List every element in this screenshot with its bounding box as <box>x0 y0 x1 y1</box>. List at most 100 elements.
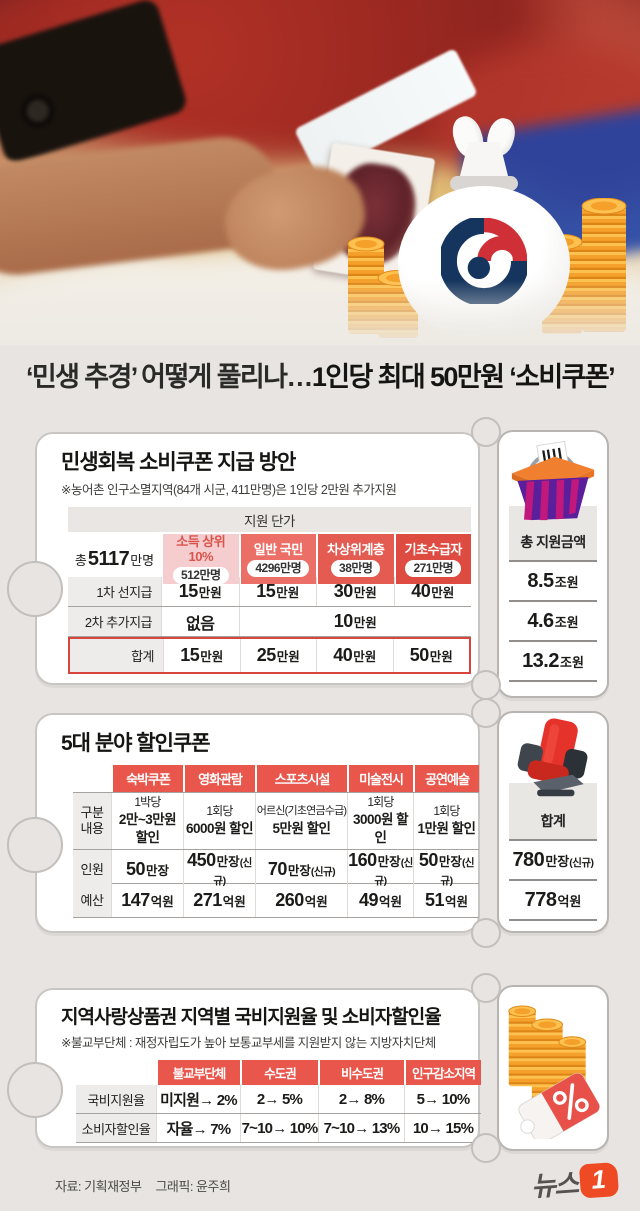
table-cell: 2→ 5% <box>240 1085 318 1113</box>
ticket-notch <box>471 417 501 447</box>
stub-value-row: 780만장(신규) <box>509 841 597 881</box>
card-title: 5대 분야 할인쿠폰 <box>61 732 211 755</box>
table-cell: 미지원→ 2% <box>156 1085 240 1113</box>
column-header: 스포츠시설 <box>255 765 347 792</box>
cell-num: 160 <box>348 850 377 870</box>
column-header: 불교부단체 <box>156 1060 240 1085</box>
stub-num: 8.5 <box>527 569 554 592</box>
stub-unit: 만장 <box>545 853 570 869</box>
cell-num: 50 <box>418 850 439 870</box>
table-cell: 2→ 8% <box>318 1085 404 1113</box>
cell-unit: 억원 <box>379 895 403 909</box>
detail-line1: 1회당 <box>433 804 460 818</box>
table-cell: 30만원 <box>316 577 394 606</box>
cell-extra: (신규) <box>374 857 413 887</box>
table-cell: 15만원 <box>163 639 240 672</box>
news1-logo: 뉴스 1 <box>530 1159 620 1204</box>
payment-table: 지원 단가 총 5117 만명 소득 상위 10% 512만명 일반 국민 4296… <box>68 507 471 674</box>
table-cell: 7~10→ 13% <box>318 1114 404 1142</box>
column-header: 미술전시 <box>347 765 413 792</box>
stub-unit: 조원 <box>554 614 579 630</box>
cell-unit: 만원 <box>353 586 377 600</box>
cell-value: 7~10→ 10% <box>241 1119 319 1137</box>
table-cell: 없음 <box>161 607 239 636</box>
row-label: 1차 선지급 <box>68 577 161 606</box>
stub-value-row: 8.5조원 <box>509 562 597 602</box>
shopping-basket-icon <box>511 440 595 521</box>
table-cell: 50만장(신규) <box>413 850 479 889</box>
headline: ‘민생 추경’ 어떻게 풀리나…1인당 최대 50만원 ‘소비쿠폰’ <box>0 360 640 394</box>
row-label: 2차 추가지급 <box>68 607 161 636</box>
column-header: 영화관람 <box>183 765 255 792</box>
local-voucher-ticket: 지역사랑상품권 지역별 국비지원율 및 소비자할인율 ※불교부단체 : 재정자립… <box>0 973 640 1163</box>
cell-num: 50 <box>125 859 146 879</box>
cell-extra: (신규) <box>310 866 336 878</box>
ticket-stub-sum: 합계 780만장(신규) 778억원 <box>497 711 609 933</box>
ticket-stub-icon-only <box>497 985 609 1151</box>
table-row-budget: 예산 147억원 271억원 260억원 49억원 51억원 <box>73 884 479 918</box>
column-header: 비수도권 <box>318 1060 404 1085</box>
detail-line2: 3000원 할인 <box>352 812 409 845</box>
stub-unit: 조원 <box>560 654 584 670</box>
cell-num: 30 <box>333 581 354 601</box>
ticket-notch <box>471 1133 501 1163</box>
column-name: 차상위계층 <box>327 541 385 557</box>
cell-extra: (신규) <box>213 857 252 887</box>
ticket-notch <box>471 698 501 728</box>
discount-coupon-ticket: 5대 분야 할인쿠폰 숙박쿠폰 영화관람 스포츠시설 미술전시 공연예술 구분 내… <box>0 698 640 948</box>
column-count-badge: 271만명 <box>405 559 462 577</box>
cell-unit: 만장 <box>216 855 240 869</box>
cell-value: 2→ 8% <box>338 1090 385 1108</box>
card-note: ※불교부단체 : 재정자립도가 높아 보통교부세를 지원받지 않는 지방자치단체 <box>61 1036 436 1050</box>
cell-num: 15 <box>178 581 199 601</box>
table-cell: 1회당 3000원 할인 <box>347 793 413 849</box>
column-header: 기초수급자 271만명 <box>393 534 471 584</box>
cell-num: 50 <box>409 645 430 665</box>
local-voucher-card: 지역사랑상품권 지역별 국비지원율 및 소비자할인율 ※불교부단체 : 재정자립… <box>35 988 481 1148</box>
coupon-payment-plan-ticket: 민생회복 소비쿠폰 지급 방안 ※농어촌 인구소멸지역(84개 시군, 411만… <box>0 417 640 700</box>
stub-unit: 조원 <box>554 574 579 590</box>
ticket-notch <box>7 561 63 617</box>
ticket-notch <box>471 918 501 948</box>
table-row-first-payment: 1차 선지급 15만원 15만원 30만원 40만원 <box>68 577 471 607</box>
table-cell-merged: 10만원 <box>238 607 472 636</box>
detail-line2: 6000원 할인 <box>185 821 254 836</box>
cell-unit: 만원 <box>276 650 300 664</box>
card-note: ※농어촌 인구소멸지역(84개 시군, 411만명)은 1인당 2만원 추가지원 <box>61 483 397 497</box>
stub-label-text: 총 지원금액 <box>520 534 586 550</box>
table-cell: 160만장(신규) <box>347 850 413 889</box>
ticket-notch <box>7 817 63 873</box>
headline-strong: 1인당 최대 50만원 ‘소비쿠폰’ <box>311 362 616 392</box>
table-cell: 51억원 <box>413 884 479 917</box>
row-label: 구분 내용 <box>73 793 111 849</box>
total-population-cell: 총 5117 만명 <box>68 534 161 584</box>
total-unit: 만명 <box>130 552 155 568</box>
row-label: 인원 <box>73 850 111 889</box>
column-count-badge: 38만명 <box>331 559 381 577</box>
column-header: 차상위계층 38만명 <box>316 534 394 584</box>
cell-num: 51 <box>424 890 445 910</box>
total-prefix: 총 <box>74 552 87 568</box>
stub-num: 778 <box>524 888 557 911</box>
cell-value: 5→ 10% <box>416 1090 471 1108</box>
table-header-row: 불교부단체 수도권 비수도권 인구감소지역 <box>76 1060 481 1085</box>
table-cell: 25만원 <box>239 639 317 672</box>
table-cell: 5→ 10% <box>404 1085 481 1113</box>
row-label: 국비지원율 <box>76 1085 156 1113</box>
column-header: 인구감소지역 <box>404 1060 481 1085</box>
stub-num: 4.6 <box>527 609 554 632</box>
cell-unit: 만원 <box>353 616 377 630</box>
card-title: 민생회복 소비쿠폰 지급 방안 <box>61 451 296 474</box>
stub-num: 13.2 <box>522 649 559 672</box>
row-label-line: 구분 <box>80 805 104 820</box>
coupon-plan-card: 민생회복 소비쿠폰 지급 방안 ※농어촌 인구소멸지역(84개 시군, 411만… <box>35 432 480 685</box>
total-number: 5117 <box>87 547 130 570</box>
cell-num: 147 <box>121 890 150 910</box>
row-label: 소비자할인율 <box>76 1114 156 1142</box>
table-row-second-payment: 2차 추가지급 없음 10만원 <box>68 607 471 637</box>
column-name: 기초수급자 <box>404 541 463 557</box>
discount-table: 숙박쿠폰 영화관람 스포츠시설 미술전시 공연예술 구분 내용 1박당 2만~3만원… <box>73 765 479 918</box>
table-cell: 1박당 2만~3만원 할인 <box>111 793 183 849</box>
column-header: 숙박쿠폰 <box>111 765 183 792</box>
discount-coupon-card: 5대 분야 할인쿠폰 숙박쿠폰 영화관람 스포츠시설 미술전시 공연예술 구분 내… <box>35 713 480 933</box>
